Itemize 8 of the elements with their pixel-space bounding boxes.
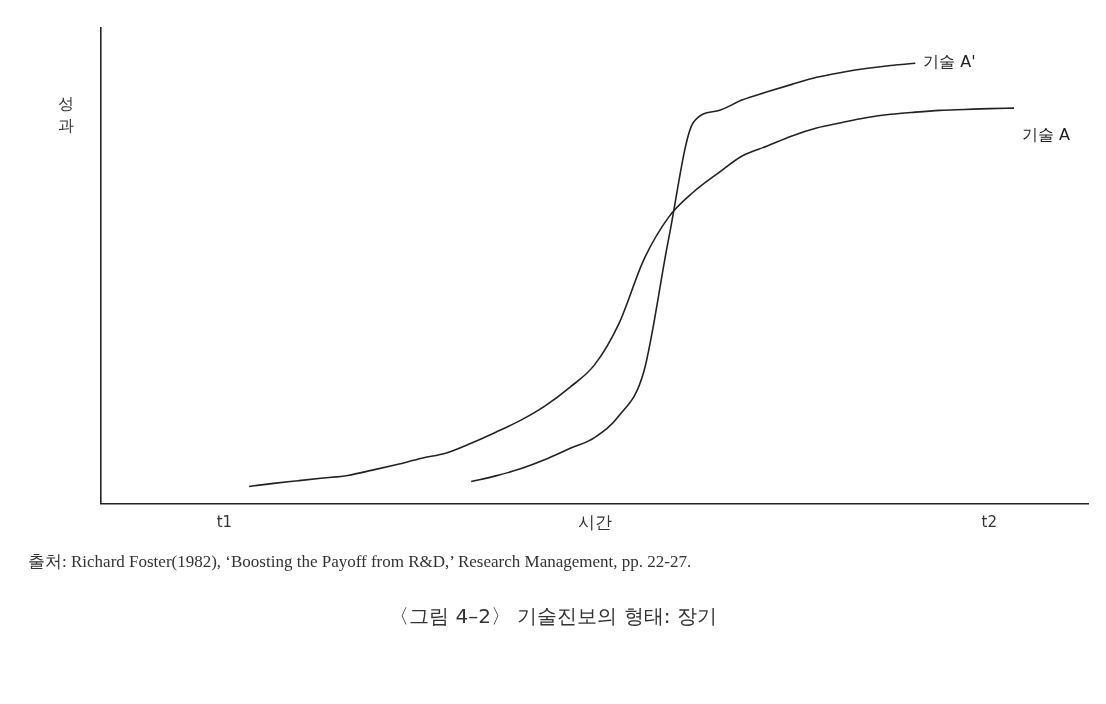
source-note: 출처: Richard Foster(1982), ‘Boosting the Payoff from R&D,’ Research Management, pp. 22-27. <box>28 551 693 573</box>
x-tick-label: t2 <box>981 513 998 532</box>
text: 〈그림 4–2〉 기술진보의 형태: 장기 <box>388 603 718 630</box>
series-label: 기술 A <box>1021 125 1071 145</box>
series-label: 기술 A' <box>923 52 976 72</box>
x-axis-title: 시간 <box>577 512 612 533</box>
x-tick-label: t1 <box>216 513 233 532</box>
y-axis-title: 성과 <box>58 93 75 137</box>
